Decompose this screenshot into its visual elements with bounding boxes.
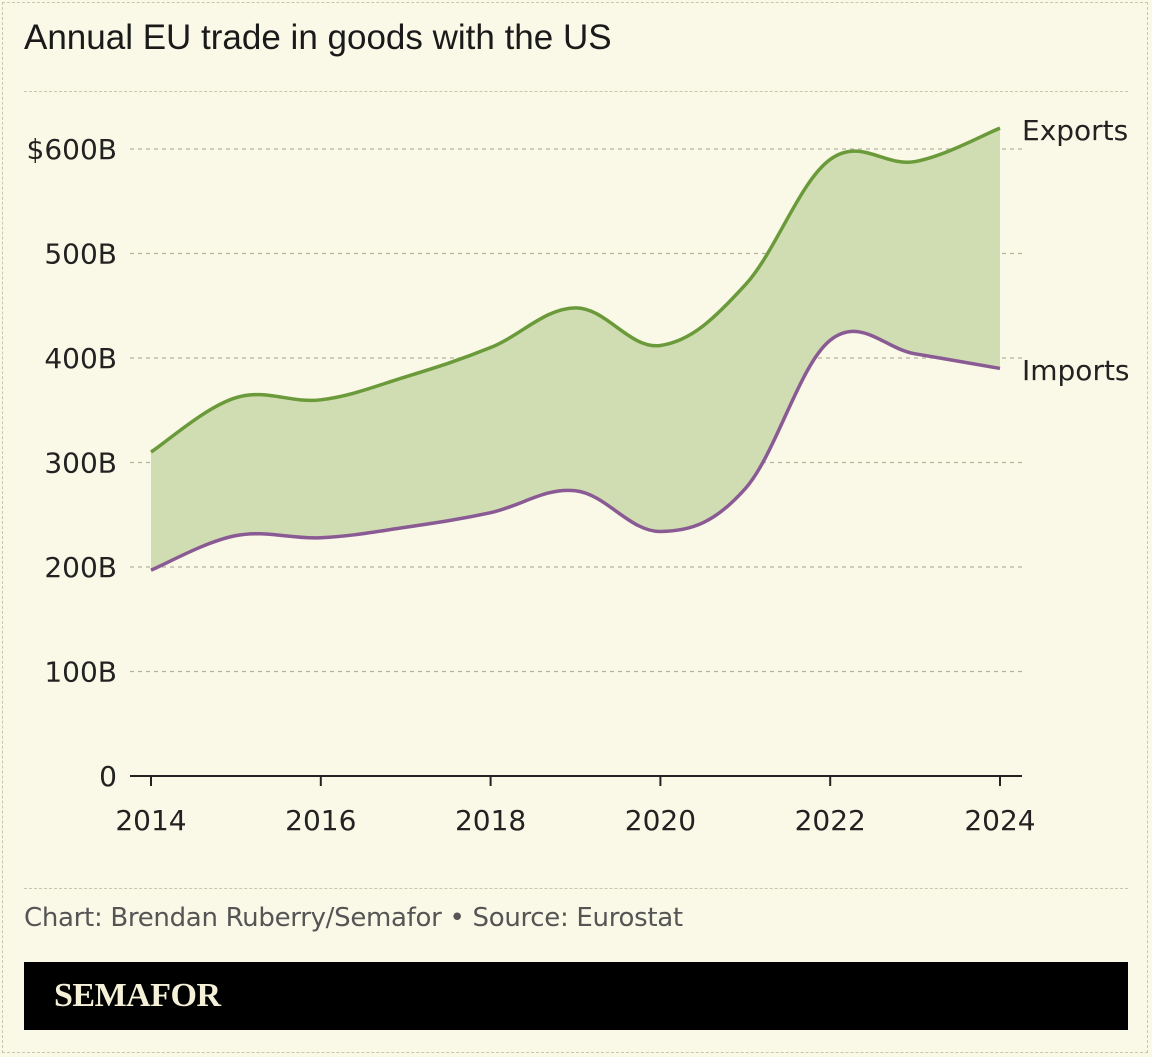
y-tick-label: 200B xyxy=(44,551,117,584)
x-tick-label: 2014 xyxy=(115,804,186,837)
series-line-imports xyxy=(150,329,1001,572)
bottom-divider xyxy=(24,888,1128,889)
y-tick-label: 300B xyxy=(44,447,117,480)
semafor-logo: SEMAFOR xyxy=(54,977,221,1014)
x-tick-label: 2018 xyxy=(455,804,526,837)
series-line-exports xyxy=(150,126,1001,454)
top-divider xyxy=(24,91,1128,92)
x-tick-label: 2022 xyxy=(795,804,866,837)
y-tick-label: 400B xyxy=(44,342,117,375)
series-label-imports: Imports xyxy=(1022,354,1130,387)
y-tick-label: $600B xyxy=(27,133,117,166)
y-tick-label: 500B xyxy=(44,238,117,271)
brand-bar: SEMAFOR xyxy=(24,962,1128,1030)
y-tick-label: 0 xyxy=(99,760,117,793)
x-tick-label: 2016 xyxy=(285,804,356,837)
series-label-exports: Exports xyxy=(1022,114,1128,147)
source-note: Chart: Brendan Ruberry/Semafor • Source:… xyxy=(24,903,683,933)
x-tick-label: 2020 xyxy=(625,804,696,837)
chart-title: Annual EU trade in goods with the US xyxy=(24,18,612,57)
chart-plot: 0 100B 200B 300B 400B 500B $600B 2014 2016 2018 20… xyxy=(27,114,1130,837)
y-tick-label: 100B xyxy=(44,656,117,689)
trade-surplus-area xyxy=(151,128,1000,571)
x-tick-label: 2024 xyxy=(964,804,1035,837)
